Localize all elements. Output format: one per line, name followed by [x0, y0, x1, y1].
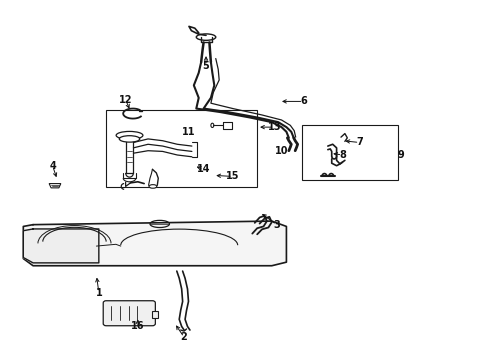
Ellipse shape: [196, 34, 216, 40]
Bar: [152, 311, 158, 318]
Text: 9: 9: [397, 150, 404, 160]
Text: 2: 2: [181, 332, 188, 342]
Polygon shape: [24, 221, 287, 266]
Text: 14: 14: [197, 164, 210, 174]
Ellipse shape: [116, 131, 143, 139]
Text: 1: 1: [96, 288, 102, 297]
Text: 15: 15: [226, 171, 240, 181]
Bar: [302, 125, 397, 180]
Polygon shape: [49, 184, 61, 188]
Text: 10: 10: [275, 147, 288, 157]
Text: 13: 13: [268, 122, 281, 132]
Text: 11: 11: [182, 127, 196, 137]
Text: 4: 4: [49, 161, 56, 171]
Text: 6: 6: [300, 96, 307, 107]
Text: 7: 7: [356, 138, 363, 148]
FancyBboxPatch shape: [103, 301, 155, 326]
Text: 3: 3: [273, 220, 280, 230]
Text: 8: 8: [339, 150, 346, 160]
Ellipse shape: [119, 136, 140, 142]
Text: 5: 5: [203, 61, 209, 71]
Polygon shape: [24, 229, 99, 263]
Ellipse shape: [149, 185, 157, 188]
Text: 12: 12: [119, 95, 132, 105]
Bar: [106, 111, 257, 187]
Text: 16: 16: [131, 321, 145, 331]
